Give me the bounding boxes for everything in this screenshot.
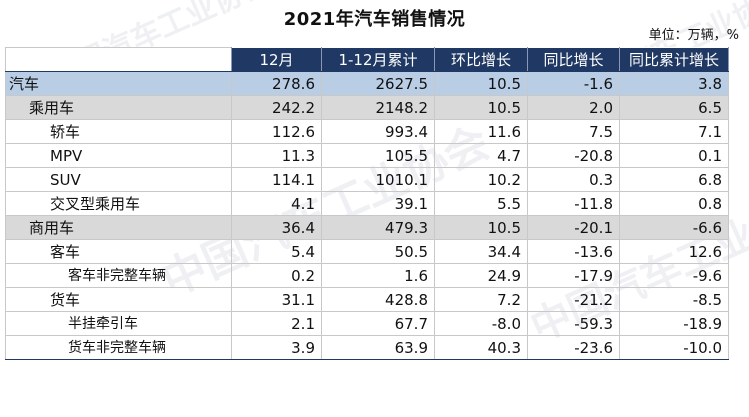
cell-yoy-cumulative-growth: -18.9	[619, 311, 729, 336]
cell-cumulative: 2627.5	[321, 71, 435, 96]
cell-yoy-cumulative-growth: 0.1	[619, 143, 729, 168]
cell-mom-growth: 40.3	[434, 335, 528, 360]
table-row: MPV 11.3 105.5 4.7 -20.8 0.1	[5, 143, 729, 168]
cell-mom-growth: 7.2	[434, 287, 528, 312]
header-row: 12月 1-12月累计 环比增长 同比增长 同比累计增长	[5, 47, 729, 72]
cell-yoy-cumulative-growth: -9.6	[619, 263, 729, 288]
table-row: 轿车 112.6 993.4 11.6 7.5 7.1	[5, 119, 729, 144]
sales-table: 12月 1-12月累计 环比增长 同比增长 同比累计增长 汽车 278.6 2627…	[5, 47, 729, 360]
column-header-month: 12月	[231, 47, 322, 72]
cell-mom-growth: 10.5	[434, 95, 528, 120]
cell-month: 5.4	[231, 239, 322, 264]
cell-month: 4.1	[231, 191, 322, 216]
unit-note: 单位：万辆，%	[648, 28, 739, 43]
row-label: 货车	[5, 287, 232, 312]
cell-month: 242.2	[231, 95, 322, 120]
cell-cumulative: 63.9	[321, 335, 435, 360]
cell-yoy-cumulative-growth: 3.8	[619, 71, 729, 96]
cell-month: 11.3	[231, 143, 322, 168]
table-body: 汽车 278.6 2627.5 10.5 -1.6 3.8 乘用车 242.2 2148.2 10…	[5, 71, 729, 360]
cell-cumulative: 50.5	[321, 239, 435, 264]
cell-mom-growth: 5.5	[434, 191, 528, 216]
row-label: 轿车	[5, 119, 232, 144]
cell-cumulative: 1010.1	[321, 167, 435, 192]
cell-yoy-growth: 7.5	[527, 119, 620, 144]
table-row: 交叉型乘用车 4.1 39.1 5.5 -11.8 0.8	[5, 191, 729, 216]
cell-yoy-growth: -20.1	[527, 215, 620, 240]
cell-yoy-growth: -11.8	[527, 191, 620, 216]
column-header-mom-growth: 环比增长	[434, 47, 528, 72]
cell-yoy-cumulative-growth: -10.0	[619, 335, 729, 360]
cell-cumulative: 67.7	[321, 311, 435, 336]
row-label: 半挂牵引车	[5, 311, 232, 336]
cell-mom-growth: 10.5	[434, 71, 528, 96]
page-title: 2021年汽车销售情况	[283, 9, 466, 30]
cell-yoy-growth: 2.0	[527, 95, 620, 120]
cell-cumulative: 2148.2	[321, 95, 435, 120]
column-header-yoy-growth: 同比增长	[527, 47, 620, 72]
cell-yoy-growth: -20.8	[527, 143, 620, 168]
table-row: 商用车 36.4 479.3 10.5 -20.1 -6.6	[5, 215, 729, 240]
column-header-yoy-cumulative-growth: 同比累计增长	[619, 47, 729, 72]
cell-yoy-cumulative-growth: 12.6	[619, 239, 729, 264]
cell-mom-growth: 4.7	[434, 143, 528, 168]
cell-month: 114.1	[231, 167, 322, 192]
cell-yoy-cumulative-growth: 7.1	[619, 119, 729, 144]
cell-mom-growth: 11.6	[434, 119, 528, 144]
row-label: 乘用车	[5, 95, 232, 120]
cell-yoy-growth: -13.6	[527, 239, 620, 264]
cell-yoy-growth: -1.6	[527, 71, 620, 96]
cell-mom-growth: 34.4	[434, 239, 528, 264]
row-label: MPV	[5, 143, 232, 168]
cell-yoy-cumulative-growth: 6.8	[619, 167, 729, 192]
cell-yoy-growth: -23.6	[527, 335, 620, 360]
table-row: 汽车 278.6 2627.5 10.5 -1.6 3.8	[5, 71, 729, 96]
table-row: 货车非完整车辆 3.9 63.9 40.3 -23.6 -10.0	[5, 335, 729, 360]
row-label: 交叉型乘用车	[5, 191, 232, 216]
table-row: 客车非完整车辆 0.2 1.6 24.9 -17.9 -9.6	[5, 263, 729, 288]
column-header-cumulative: 1-12月累计	[321, 47, 435, 72]
table-row: 半挂牵引车 2.1 67.7 -8.0 -59.3 -18.9	[5, 311, 729, 336]
cell-mom-growth: 24.9	[434, 263, 528, 288]
cell-mom-growth: 10.5	[434, 215, 528, 240]
row-label: 客车	[5, 239, 232, 264]
cell-month: 2.1	[231, 311, 322, 336]
header-corner	[5, 47, 232, 72]
cell-cumulative: 39.1	[321, 191, 435, 216]
row-label: 商用车	[5, 215, 232, 240]
row-label: 货车非完整车辆	[5, 335, 232, 360]
cell-yoy-growth: -59.3	[527, 311, 620, 336]
cell-month: 0.2	[231, 263, 322, 288]
cell-yoy-growth: 0.3	[527, 167, 620, 192]
cell-month: 112.6	[231, 119, 322, 144]
cell-yoy-growth: -17.9	[527, 263, 620, 288]
table-row: 客车 5.4 50.5 34.4 -13.6 12.6	[5, 239, 729, 264]
cell-cumulative: 1.6	[321, 263, 435, 288]
table-row: 货车 31.1 428.8 7.2 -21.2 -8.5	[5, 287, 729, 312]
cell-yoy-cumulative-growth: 6.5	[619, 95, 729, 120]
cell-month: 3.9	[231, 335, 322, 360]
table-row: SUV 114.1 1010.1 10.2 0.3 6.8	[5, 167, 729, 192]
cell-yoy-cumulative-growth: -8.5	[619, 287, 729, 312]
cell-cumulative: 993.4	[321, 119, 435, 144]
cell-yoy-cumulative-growth: -6.6	[619, 215, 729, 240]
cell-month: 36.4	[231, 215, 322, 240]
row-label: 汽车	[5, 71, 232, 96]
cell-month: 31.1	[231, 287, 322, 312]
cell-mom-growth: -8.0	[434, 311, 528, 336]
cell-cumulative: 428.8	[321, 287, 435, 312]
cell-cumulative: 479.3	[321, 215, 435, 240]
cell-month: 278.6	[231, 71, 322, 96]
table-row: 乘用车 242.2 2148.2 10.5 2.0 6.5	[5, 95, 729, 120]
cell-yoy-growth: -21.2	[527, 287, 620, 312]
cell-mom-growth: 10.2	[434, 167, 528, 192]
row-label: SUV	[5, 167, 232, 192]
table-header: 12月 1-12月累计 环比增长 同比增长 同比累计增长	[5, 47, 729, 72]
row-label: 客车非完整车辆	[5, 263, 232, 288]
cell-yoy-cumulative-growth: 0.8	[619, 191, 729, 216]
cell-cumulative: 105.5	[321, 143, 435, 168]
